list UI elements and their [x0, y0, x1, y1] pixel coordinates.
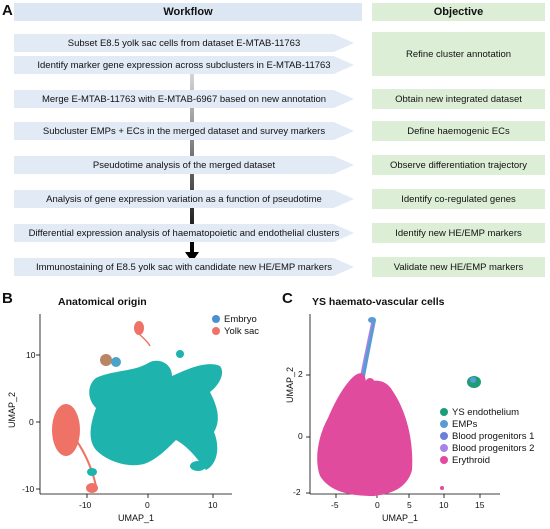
workflow-step-6: Analysis of gene expression variation as… — [14, 190, 354, 208]
plot-c-ytick-0: 0 — [298, 431, 303, 441]
workflow-step-1: Subset E8.5 yolk sac cells from dataset … — [14, 34, 354, 52]
plot-b-ylabel: UMAP_2 — [7, 391, 18, 429]
plot-b-xtick-neg10: -10 — [79, 500, 92, 510]
objective-2: Obtain new integrated dataset — [372, 89, 545, 109]
objective-4: Observe differentiation trajectory — [372, 155, 545, 175]
umap-ys-haemato-vascular — [306, 314, 500, 498]
workflow-step-4: Subcluster EMPs + ECs in the merged data… — [14, 122, 354, 140]
workflow-step-7: Differential expression analysis of haem… — [14, 224, 354, 242]
plot-b-ytick-10: 10 — [26, 350, 36, 360]
plot-c-xtick-neg5: -5 — [331, 500, 339, 510]
legend-erythroid: Erythroid — [452, 454, 491, 466]
ys-endothelium-swatch — [440, 408, 448, 416]
plot-b-xtick-0: 0 — [145, 500, 150, 510]
legend-embryo: Embryo — [224, 313, 257, 325]
objective-1: Refine cluster annotation — [372, 32, 545, 76]
plot-b-ytick-neg10: -10 — [22, 484, 35, 494]
plot-c-legend: YS endothelium EMPs Blood progenitors 1 … — [440, 406, 534, 466]
plot-b-ytick-0: 0 — [29, 417, 34, 427]
plot-c-xtick-10: 10 — [439, 500, 449, 510]
workflow-header: Workflow — [14, 3, 362, 21]
objective-6: Identify new HE/EMP markers — [372, 223, 545, 243]
workflow-step-5: Pseudotime analysis of the merged datase… — [14, 156, 354, 174]
workflow-step-3: Merge E-MTAB-11763 with E-MTAB-6967 base… — [14, 90, 354, 108]
legend-blood-progenitors-2: Blood progenitors 2 — [452, 442, 535, 454]
objective-header: Objective — [372, 3, 545, 21]
legend-yolk-sac: Yolk sac — [224, 325, 260, 337]
legend-emps: EMPs — [452, 418, 478, 430]
objective-7: Validate new HE/EMP markers — [372, 257, 545, 277]
plot-b-legend: Embryo Yolk sac — [212, 313, 259, 337]
plot-c-xtick-5: 5 — [407, 500, 412, 510]
workflow-step-8: Immunostaining of E8.5 yolk sac with can… — [14, 258, 354, 276]
panel-a-label: A — [2, 2, 13, 19]
plot-c-ytick-2: 2 — [298, 369, 303, 379]
legend-ys-endothelium: YS endothelium — [452, 406, 520, 418]
objective-3: Define haemogenic ECs — [372, 121, 545, 141]
plot-c-xtick-15: 15 — [475, 500, 485, 510]
workflow-step-2: Identify marker gene expression across s… — [14, 56, 354, 74]
embryo-swatch — [212, 315, 220, 323]
plot-b-xtick-10: 10 — [208, 500, 218, 510]
objective-5: Identify co-regulated genes — [372, 189, 545, 209]
plot-c-ytick-neg2: -2 — [293, 487, 301, 497]
plot-b-xlabel: UMAP_1 — [118, 513, 155, 523]
plot-b-title: Anatomical origin — [58, 296, 147, 308]
workflow-arrow — [185, 56, 199, 262]
legend-blood-progenitors-1: Blood progenitors 1 — [452, 430, 535, 442]
blood-progenitors-2-swatch — [440, 444, 448, 452]
umap-anatomical-origin — [36, 314, 232, 498]
yolk-sac-swatch — [212, 327, 220, 335]
plot-c-xlabel: UMAP_1 — [382, 513, 419, 523]
plot-c-xtick-0: 0 — [375, 500, 380, 510]
emps-swatch — [440, 420, 448, 428]
plot-c-ylabel: UMAP_2 — [285, 366, 296, 404]
erythroid-swatch — [440, 456, 448, 464]
plot-c-title: YS haemato-vascular cells — [312, 296, 445, 308]
blood-progenitors-1-swatch — [440, 432, 448, 440]
panel-b-label: B — [2, 290, 13, 307]
panel-c-label: C — [282, 290, 293, 307]
